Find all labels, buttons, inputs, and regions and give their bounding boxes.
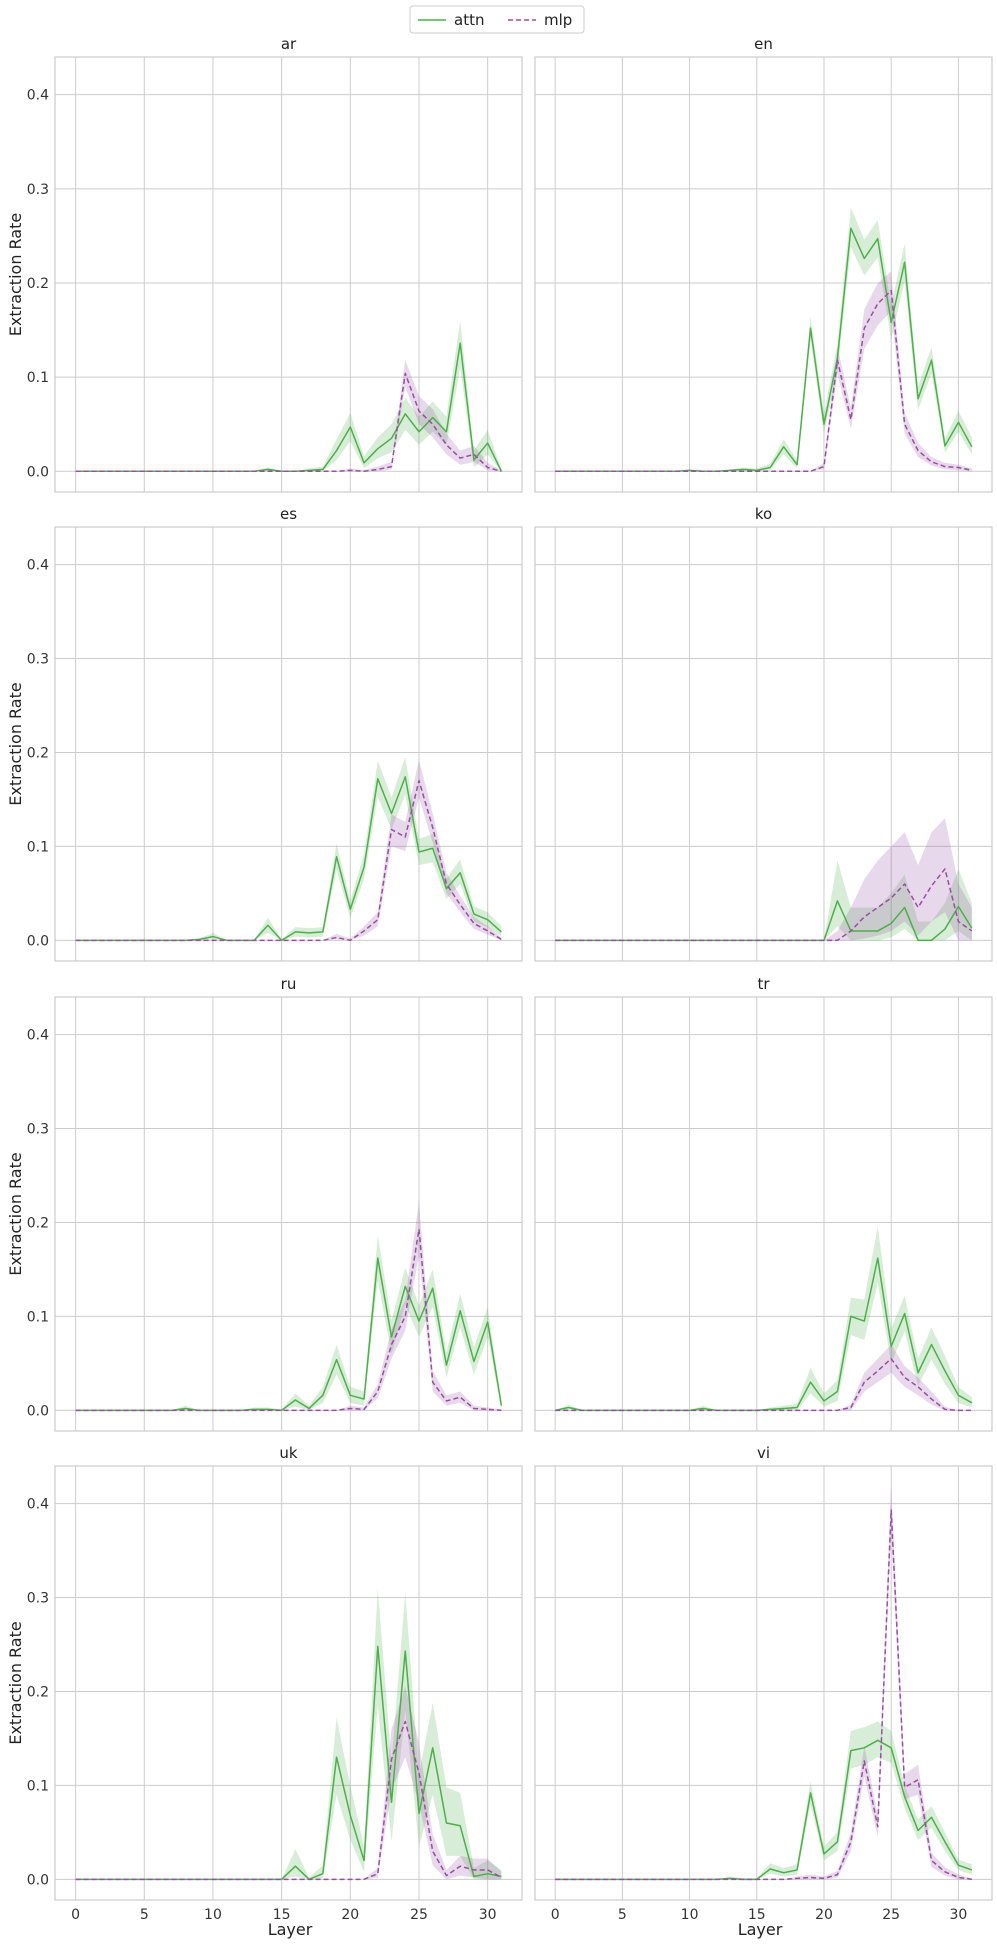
band-attn bbox=[555, 1721, 972, 1880]
x-tick-label: 0 bbox=[551, 1907, 560, 1923]
band-mlp bbox=[555, 1486, 972, 1880]
panel-frame bbox=[54, 996, 523, 1432]
y-axis-label: Extraction Rate bbox=[6, 213, 25, 336]
panel-title: en bbox=[754, 35, 773, 53]
x-tick-label: 20 bbox=[815, 1907, 833, 1923]
y-tick-label: 0.1 bbox=[27, 839, 49, 855]
band-mlp bbox=[555, 818, 972, 941]
band-attn bbox=[75, 320, 502, 472]
y-tick-label: 0.2 bbox=[27, 1215, 49, 1231]
panel-title: vi bbox=[757, 1444, 770, 1462]
line-attn bbox=[555, 1739, 973, 1881]
legend-frame bbox=[409, 5, 585, 34]
x-tick-label: 25 bbox=[882, 1907, 900, 1923]
y-tick-label: 0.3 bbox=[27, 652, 49, 668]
x-tick-label: 0 bbox=[71, 1907, 80, 1923]
panel-title: ru bbox=[281, 975, 297, 993]
legend-mlp-label: mlp bbox=[544, 11, 572, 29]
panel-frame bbox=[54, 1465, 523, 1901]
line-mlp bbox=[555, 289, 972, 473]
panel-vi: vi 0 5 10 15 20 25 30 bbox=[534, 1444, 993, 1923]
line-attn bbox=[555, 227, 973, 473]
line-mlp bbox=[75, 372, 502, 473]
panel-title: ko bbox=[755, 505, 772, 523]
panel-tr: tr bbox=[534, 975, 993, 1432]
y-tick-label: 0.3 bbox=[27, 182, 49, 198]
y-axis-label: Extraction Rate bbox=[6, 1152, 25, 1275]
x-tick-label: 10 bbox=[204, 1907, 222, 1923]
panel-ar: ar 0.0 0.1 0.2 0.3 0.4 Extraction Rate bbox=[6, 35, 523, 493]
y-tick-label: 0.0 bbox=[27, 1872, 49, 1888]
band-attn bbox=[75, 1588, 502, 1880]
y-tick-label: 0.2 bbox=[27, 276, 49, 292]
x-tick-label: 20 bbox=[341, 1907, 359, 1923]
x-tick-label: 5 bbox=[618, 1907, 627, 1923]
line-attn bbox=[75, 776, 502, 942]
x-tick-label: 10 bbox=[681, 1907, 699, 1923]
band-mlp bbox=[555, 1344, 972, 1411]
panel-uk: uk 0.0 0.1 0.2 0.3 0.4 Extraction Rate 0 5 10 15 20… bbox=[6, 1444, 523, 1923]
y-tick-label: 0.1 bbox=[27, 1778, 49, 1794]
x-tick-label: 30 bbox=[949, 1907, 967, 1923]
x-tick-label: 15 bbox=[748, 1907, 766, 1923]
y-tick-label: 0.4 bbox=[27, 1497, 49, 1513]
panel-frame bbox=[534, 1465, 993, 1901]
panel-ko: ko bbox=[534, 505, 993, 962]
x-axis-label-left: Layer bbox=[268, 1920, 313, 1939]
panels: ar 0.0 0.1 0.2 0.3 0.4 Extraction Rate en es 0.0 0… bbox=[6, 35, 993, 1923]
y-tick-label: 0.4 bbox=[27, 558, 49, 574]
y-axis-label: Extraction Rate bbox=[6, 1621, 25, 1744]
line-mlp bbox=[75, 1228, 502, 1412]
band-attn bbox=[75, 1235, 502, 1411]
band-attn bbox=[555, 860, 972, 941]
y-tick-label: 0.1 bbox=[27, 370, 49, 386]
legend: attn mlp bbox=[409, 5, 585, 34]
panel-title: ar bbox=[281, 35, 297, 53]
panel-title: es bbox=[280, 505, 297, 523]
y-tick-label: 0.1 bbox=[27, 1309, 49, 1325]
line-mlp bbox=[555, 1357, 972, 1412]
line-mlp bbox=[75, 779, 502, 942]
panel-frame bbox=[534, 996, 993, 1432]
line-attn bbox=[75, 1257, 503, 1412]
panel-en: en bbox=[534, 35, 993, 493]
line-mlp bbox=[555, 1509, 972, 1881]
y-tick-label: 0.4 bbox=[27, 88, 49, 104]
y-tick-label: 0.3 bbox=[27, 1122, 49, 1138]
panel-frame bbox=[54, 56, 523, 493]
panel-frame bbox=[534, 526, 993, 962]
y-tick-label: 0.0 bbox=[27, 933, 49, 949]
panel-es: es 0.0 0.1 0.2 0.3 0.4 Extraction Rate bbox=[6, 505, 523, 962]
line-mlp bbox=[75, 1720, 502, 1881]
legend-attn-label: attn bbox=[454, 11, 484, 29]
panel-ru: ru 0.0 0.1 0.2 0.3 0.4 Extraction Rate bbox=[6, 975, 523, 1432]
line-mlp bbox=[555, 868, 973, 942]
x-axis-label-right: Layer bbox=[738, 1920, 783, 1939]
y-tick-label: 0.2 bbox=[27, 745, 49, 761]
x-tick-label: 5 bbox=[140, 1907, 149, 1923]
line-attn bbox=[75, 1645, 502, 1881]
panel-frame bbox=[534, 56, 993, 493]
y-tick-label: 0.0 bbox=[27, 464, 49, 480]
x-tick-label: 15 bbox=[273, 1907, 291, 1923]
band-attn bbox=[555, 1226, 972, 1411]
y-tick-label: 0.4 bbox=[27, 1028, 49, 1044]
x-tick-label: 25 bbox=[410, 1907, 428, 1923]
y-tick-label: 0.2 bbox=[27, 1684, 49, 1700]
panel-title: tr bbox=[757, 975, 770, 993]
x-tick-label: 30 bbox=[479, 1907, 497, 1923]
band-mlp bbox=[75, 1686, 502, 1880]
panel-title: uk bbox=[279, 1444, 298, 1462]
y-tick-label: 0.3 bbox=[27, 1591, 49, 1607]
panel-frame bbox=[54, 526, 523, 962]
y-axis-label: Extraction Rate bbox=[6, 682, 25, 805]
y-tick-label: 0.0 bbox=[27, 1403, 49, 1419]
